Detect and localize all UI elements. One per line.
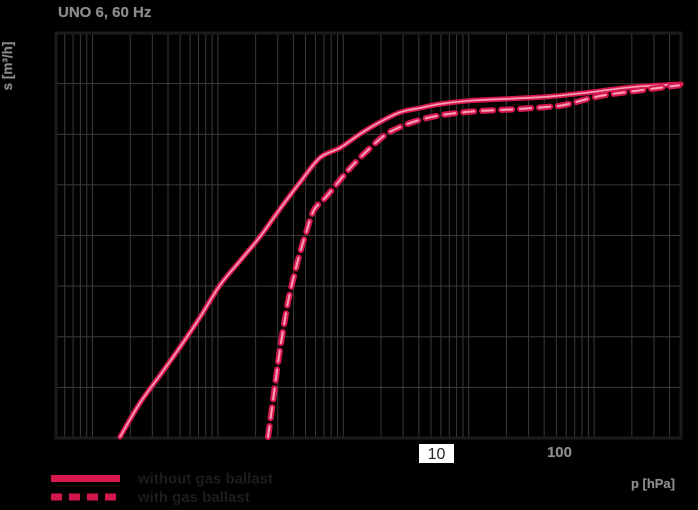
svg-text:UNO 6, 60 Hz: UNO 6, 60 Hz <box>58 4 151 21</box>
svg-text:without gas ballast: without gas ballast <box>137 471 273 488</box>
svg-text:with gas ballast: with gas ballast <box>137 489 250 506</box>
svg-text:p [hPa]: p [hPa] <box>631 476 675 491</box>
svg-text:100: 100 <box>547 444 572 461</box>
svg-text:s [m³/h]: s [m³/h] <box>0 42 15 91</box>
svg-text:10: 10 <box>428 446 446 463</box>
